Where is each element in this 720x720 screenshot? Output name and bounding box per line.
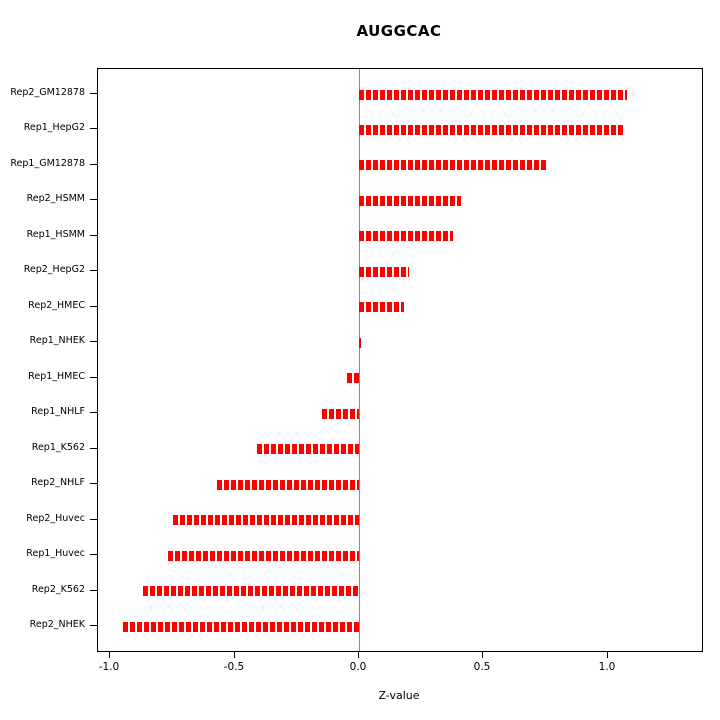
x-axis-tick [482, 651, 483, 658]
y-axis-label-Rep2_NHLF: Rep2_NHLF [31, 477, 85, 488]
bar-Rep1_NHLF [321, 408, 359, 419]
zero-line [358, 69, 360, 651]
x-axis-tick-label: 1.0 [598, 661, 616, 673]
y-axis-tick [90, 93, 97, 94]
bar-Rep2_HSMM [358, 195, 461, 206]
bar-Rep1_HSMM [358, 231, 454, 242]
y-axis-tick [90, 341, 97, 342]
y-axis-label-Rep2_NHEK: Rep2_NHEK [29, 619, 85, 630]
y-axis-tick [90, 128, 97, 129]
y-axis-tick [90, 412, 97, 413]
bar-Rep2_HMEC [358, 302, 404, 313]
y-axis-tick [90, 554, 97, 555]
y-axis-label-Rep2_HSMM: Rep2_HSMM [26, 193, 85, 204]
bar-Rep2_NHEK [122, 621, 359, 632]
y-axis-tick [90, 270, 97, 271]
y-axis-tick [90, 483, 97, 484]
y-axis-label-Rep1_GM12878: Rep1_GM12878 [10, 158, 85, 169]
y-axis-label-Rep1_NHLF: Rep1_NHLF [31, 406, 85, 417]
bar-Rep1_HMEC [346, 373, 359, 384]
y-axis-label-Rep2_HepG2: Rep2_HepG2 [23, 264, 85, 275]
y-axis-label-Rep1_Huvec: Rep1_Huvec [26, 548, 85, 559]
y-axis-label-Rep2_Huvec: Rep2_Huvec [26, 513, 85, 524]
y-axis-label-Rep1_K562: Rep1_K562 [31, 442, 85, 453]
y-axis-tick [90, 590, 97, 591]
bar-Rep2_GM12878 [358, 89, 628, 100]
bar-Rep1_GM12878 [358, 160, 548, 171]
y-axis-label-Rep2_K562: Rep2_K562 [31, 584, 85, 595]
y-axis-tick [90, 306, 97, 307]
y-axis-label-Rep2_GM12878: Rep2_GM12878 [10, 87, 85, 98]
plot-area [97, 68, 703, 652]
x-axis-tick-label: 0.5 [473, 661, 491, 673]
y-axis-label-Rep1_NHEK: Rep1_NHEK [29, 335, 85, 346]
bar-Rep2_Huvec [172, 515, 359, 526]
x-axis-tick [109, 651, 110, 658]
y-axis-tick [90, 448, 97, 449]
y-axis-tick [90, 199, 97, 200]
chart-title: AUGGCAC [356, 22, 442, 40]
x-axis-tick [607, 651, 608, 658]
x-axis-tick [234, 651, 235, 658]
bar-Rep1_Huvec [167, 550, 359, 561]
x-axis-tick-label: 0.0 [349, 661, 367, 673]
x-axis-tick [358, 651, 359, 658]
y-axis-tick [90, 235, 97, 236]
y-axis-tick [90, 164, 97, 165]
y-axis-tick [90, 377, 97, 378]
bar-Rep2_NHLF [217, 479, 359, 490]
x-axis-tick-label: -1.0 [98, 661, 120, 673]
x-axis-tick-label: -0.5 [223, 661, 245, 673]
y-axis-label-Rep1_HepG2: Rep1_HepG2 [23, 122, 85, 133]
x-axis-label: Z-value [378, 689, 420, 702]
bar-Rep2_K562 [142, 586, 359, 597]
bar-Rep1_NHEK [358, 337, 362, 348]
bar-Rep2_HepG2 [358, 266, 409, 277]
y-axis-tick [90, 625, 97, 626]
bar-Rep1_HepG2 [358, 124, 625, 135]
y-axis-label-Rep2_HMEC: Rep2_HMEC [28, 300, 85, 311]
y-axis-tick [90, 519, 97, 520]
bar-Rep1_K562 [257, 444, 359, 455]
y-axis-label-Rep1_HMEC: Rep1_HMEC [28, 371, 85, 382]
y-axis-label-Rep1_HSMM: Rep1_HSMM [26, 229, 85, 240]
